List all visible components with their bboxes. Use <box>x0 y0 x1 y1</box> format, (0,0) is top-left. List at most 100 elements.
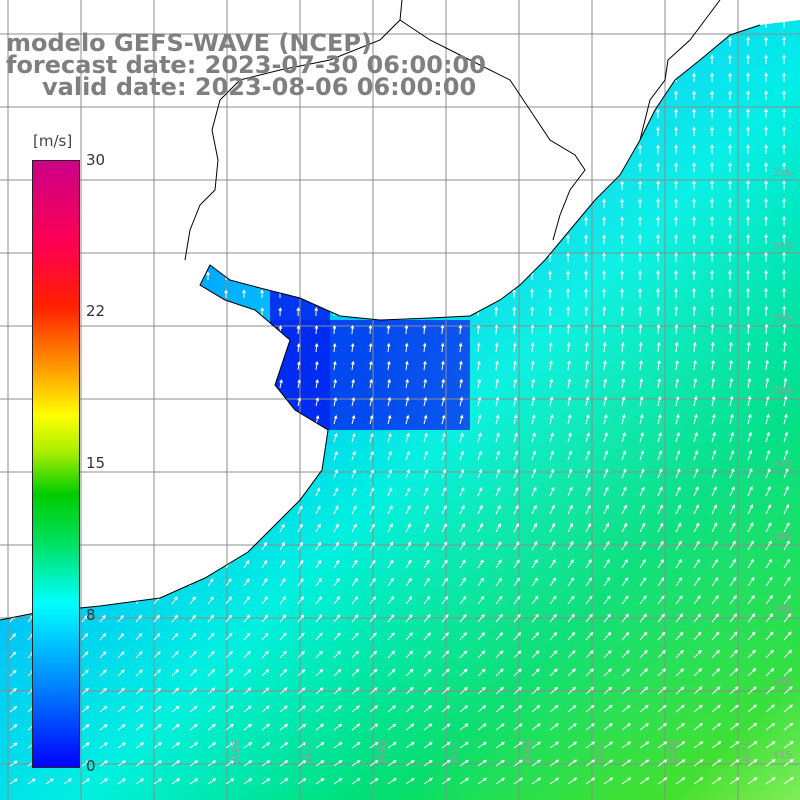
wind-arrow <box>369 523 375 533</box>
wind-arrow <box>189 742 199 749</box>
wind-arrow <box>495 559 502 569</box>
wind-arrow <box>440 145 444 154</box>
wind-arrow <box>477 650 486 659</box>
wind-arrow <box>764 215 768 226</box>
wind-arrow <box>458 180 462 190</box>
wind-arrow <box>279 3 282 10</box>
wind-arrow <box>783 613 792 623</box>
wind-arrow <box>531 759 542 767</box>
wind-arrow <box>350 253 354 262</box>
wind-arrow <box>513 741 523 749</box>
wind-arrow <box>297 650 305 659</box>
wind-arrow <box>747 649 756 659</box>
wind-arrow <box>783 504 790 515</box>
wind-arrow <box>603 396 608 407</box>
wind-arrow <box>621 595 629 605</box>
wind-arrow <box>279 541 285 551</box>
wind-arrow <box>477 360 481 371</box>
wind-arrow <box>765 759 776 767</box>
wind-arrow <box>548 162 552 172</box>
wind-arrow <box>422 288 426 298</box>
wind-arrow <box>404 216 408 226</box>
wind-arrow <box>620 234 624 244</box>
wind-arrow <box>350 288 354 298</box>
wind-arrow <box>783 704 794 713</box>
wind-arrow <box>297 559 304 569</box>
wind-arrow <box>764 90 768 100</box>
wind-arrow <box>81 397 85 407</box>
wind-arrow <box>764 323 769 335</box>
wind-arrow <box>207 632 215 641</box>
wind-arrow <box>225 760 235 767</box>
wind-arrow <box>692 54 696 64</box>
wind-arrow <box>711 486 717 497</box>
wind-arrow <box>440 270 444 280</box>
wind-arrow <box>603 2 606 10</box>
wind-arrow <box>116 110 120 118</box>
wind-arrow <box>746 36 750 46</box>
wind-arrow <box>279 415 284 425</box>
wind-arrow <box>116 164 120 172</box>
wind-arrow <box>747 431 752 443</box>
wind-arrow <box>350 109 354 118</box>
wind-arrow <box>602 90 606 100</box>
wind-arrow <box>188 181 192 190</box>
wind-arrow <box>260 271 264 280</box>
wind-arrow <box>621 522 628 533</box>
wind-arrow <box>98 110 102 118</box>
wind-arrow <box>585 540 592 551</box>
wind-arrow <box>135 487 140 497</box>
wind-arrow <box>675 431 680 443</box>
wind-arrow <box>674 269 678 280</box>
forecast-date: forecast date: 2023-07-30 06:00:00 <box>6 51 486 79</box>
wind-arrow <box>422 270 426 280</box>
wind-arrow <box>513 450 518 461</box>
wind-arrow <box>242 289 246 298</box>
wind-arrow <box>693 668 703 677</box>
wind-arrow <box>351 378 355 389</box>
wind-arrow <box>747 2 750 10</box>
wind-arrow <box>404 306 409 317</box>
wind-arrow <box>98 217 102 226</box>
wind-arrow <box>782 233 786 244</box>
wind-arrow <box>387 360 391 371</box>
wind-arrow <box>764 108 768 118</box>
wind-arrow <box>657 2 660 10</box>
wind-arrow <box>566 54 570 64</box>
wind-arrow <box>296 235 300 244</box>
wind-arrow <box>513 414 518 425</box>
wind-arrow <box>99 778 109 785</box>
wind-arrow <box>387 595 395 605</box>
wind-arrow <box>243 541 249 551</box>
wind-arrow <box>621 704 631 713</box>
wind-arrow <box>566 180 570 190</box>
wind-arrow <box>296 325 301 335</box>
wind-arrow <box>765 522 772 533</box>
wind-arrow <box>134 199 138 208</box>
wind-arrow <box>549 450 555 461</box>
wind-arrow <box>333 469 339 479</box>
wind-arrow <box>459 595 467 605</box>
wind-arrow <box>387 505 393 515</box>
wind-arrow <box>261 433 266 443</box>
wind-arrow <box>477 378 482 389</box>
wind-arrow <box>585 378 590 389</box>
wind-arrow <box>81 542 87 551</box>
wind-arrow <box>477 396 482 407</box>
wind-arrow <box>242 163 246 172</box>
wind-arrow <box>440 109 444 118</box>
wind-arrow <box>99 705 108 713</box>
wind-arrow <box>566 342 571 353</box>
wind-arrow <box>314 109 318 118</box>
wind-arrow <box>602 198 606 208</box>
wind-arrow <box>747 449 753 461</box>
wind-arrow <box>567 468 573 479</box>
wind-arrow <box>9 488 14 497</box>
wind-arrow <box>386 252 390 262</box>
wind-arrow <box>746 20 750 28</box>
wind-arrow <box>530 37 534 46</box>
wind-arrow <box>603 450 609 461</box>
wind-arrow <box>369 378 373 389</box>
wind-arrow <box>351 360 355 371</box>
wind-arrow <box>638 72 642 82</box>
